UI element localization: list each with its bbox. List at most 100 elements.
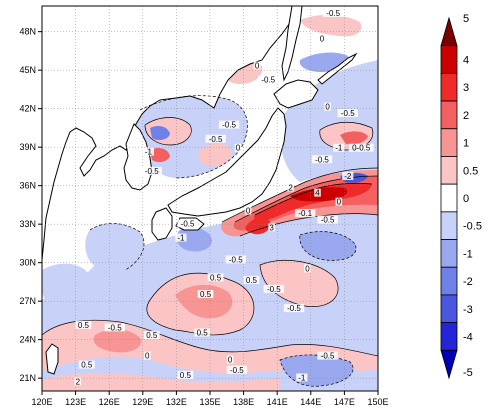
contour-label-bg: [318, 34, 326, 43]
positive-anomaly-region: [260, 260, 339, 307]
lat-tick-label: 36N: [19, 181, 36, 191]
colorbar-label: -2: [463, 276, 473, 288]
contour-line: [139, 95, 248, 179]
colorbar-label: 4: [463, 55, 469, 67]
lat-tick-label: 21N: [19, 373, 36, 383]
contour-line: [299, 231, 357, 261]
contour-label-bg: [268, 223, 275, 232]
positive-anomaly-region: [198, 143, 232, 167]
contour-label-bg: [323, 8, 344, 17]
strong-positive-band: [245, 217, 271, 235]
contour-label: -1: [145, 148, 153, 157]
colorbar-label: 3: [463, 82, 469, 94]
lat-tick-label: 33N: [19, 219, 36, 229]
contour-label-bg: [207, 273, 224, 282]
colorbar-swatch: [440, 239, 458, 268]
plot-area: -0.500-0.50-0.5-0.5-0.50-1-0.5-1 0-0.5-0.…: [41, 5, 379, 392]
strong-negative-spot: [150, 126, 170, 141]
contour-label: 0: [228, 355, 233, 364]
longitude-axis: 120E 123E 126E 129E 132E 135E 138E 141E 144E 147E…: [31, 391, 389, 407]
contour-line: [146, 272, 255, 336]
positive-anomaly-region: [93, 329, 141, 353]
contour-label-bg: [342, 171, 354, 180]
contour-label-bg: [74, 377, 82, 386]
contour-label: -1: [335, 144, 343, 153]
lat-tick-label: 39N: [19, 142, 36, 152]
contour-label-bg: [283, 304, 305, 313]
contour-label-bg: [197, 290, 214, 299]
contour-label: 0: [305, 264, 310, 273]
contour-label: 4: [315, 189, 320, 198]
contour-label: 0.5: [78, 321, 90, 330]
contour-label: 0.5: [81, 361, 93, 370]
contour-label: -1: [177, 234, 185, 243]
contour-label-bg: [287, 183, 294, 192]
contour-label-bg: [296, 373, 308, 382]
contour-label-bg: [317, 351, 338, 360]
land: [41, 5, 358, 375]
contour-line: [259, 260, 339, 308]
contour-label: -0.5: [181, 219, 195, 228]
contour-label-bg: [258, 75, 279, 84]
contour-label: 0: [325, 103, 330, 112]
contour-label: 0: [145, 352, 150, 361]
colorbar-arrow-bottom: [440, 349, 458, 380]
contour-label-bg: [263, 284, 285, 293]
contour-label: -0.1: [298, 209, 312, 218]
colorbar-swatch: [440, 45, 458, 74]
contour-line: [221, 167, 379, 223]
contour-label: -0.5: [229, 255, 243, 264]
latitude-axis: 21N 24N 27N 30N 33N 36N 39N 42N 45N 48N: [19, 27, 42, 383]
contour-label-bg: [175, 233, 187, 242]
contour-label: 0.5: [197, 329, 209, 338]
contour-label: -0.5: [287, 304, 301, 313]
contour-label-bg: [324, 102, 331, 111]
colorbar-swatch: [440, 322, 458, 351]
contour-label-bg: [314, 188, 321, 197]
contour-label-bg: [225, 255, 246, 264]
contour-label-bg: [218, 120, 240, 129]
contour-label: 0: [246, 207, 251, 216]
contour-label-bg: [348, 143, 374, 152]
contour-label-bg: [226, 355, 234, 364]
contour-label: 0-0.5: [352, 144, 371, 153]
colorbar-swatch: [440, 100, 458, 130]
colorbar-swatch: [440, 294, 458, 324]
contour-label-bg: [78, 360, 95, 369]
contour-label-bg: [253, 61, 261, 70]
contour-line: [319, 121, 374, 151]
hokkaido-island: [273, 79, 319, 109]
contour-label-bg: [75, 320, 92, 329]
contour-label-bg: [177, 370, 194, 379]
contour-label-bg: [333, 143, 345, 152]
colorbar-swatch: [440, 156, 458, 185]
positive-anomaly-region: [340, 131, 368, 145]
lon-tick-label: 138E: [233, 397, 254, 407]
colorbar-label: -4: [463, 331, 473, 343]
negative-anomaly-region: [299, 231, 356, 261]
colorbar-label: -3: [463, 304, 473, 316]
contour-label-bg: [226, 365, 248, 374]
contour-label: 0.5: [180, 371, 192, 380]
lon-tick-label: 135E: [199, 397, 220, 407]
contour-label: -0.5: [341, 109, 355, 118]
positive-anomaly-region: [42, 373, 280, 391]
contour-label-bg: [243, 275, 260, 284]
colorbar-swatch: [440, 266, 458, 296]
lon-tick-label: 132E: [166, 397, 187, 407]
contour-label-bg: [104, 323, 125, 332]
contour-label: -0.5: [315, 155, 329, 164]
colorbar-label: 0.5: [463, 165, 478, 177]
colorbar-swatch: [440, 128, 458, 157]
contour-label: -0.5: [321, 352, 335, 361]
contour-label-bg: [194, 328, 211, 337]
contour-labels: -0.500-0.50-0.5-0.5-0.50-1-0.5-1 0-0.5-0.…: [74, 8, 374, 386]
contour-label-bg: [304, 264, 311, 273]
lat-tick-label: 24N: [19, 335, 36, 345]
contour-label: 0: [320, 35, 325, 44]
contour-label: -0.5: [261, 76, 275, 85]
contour-line: [239, 213, 379, 237]
contour-label-bg: [317, 215, 338, 224]
asian-mainland: [41, 5, 301, 261]
